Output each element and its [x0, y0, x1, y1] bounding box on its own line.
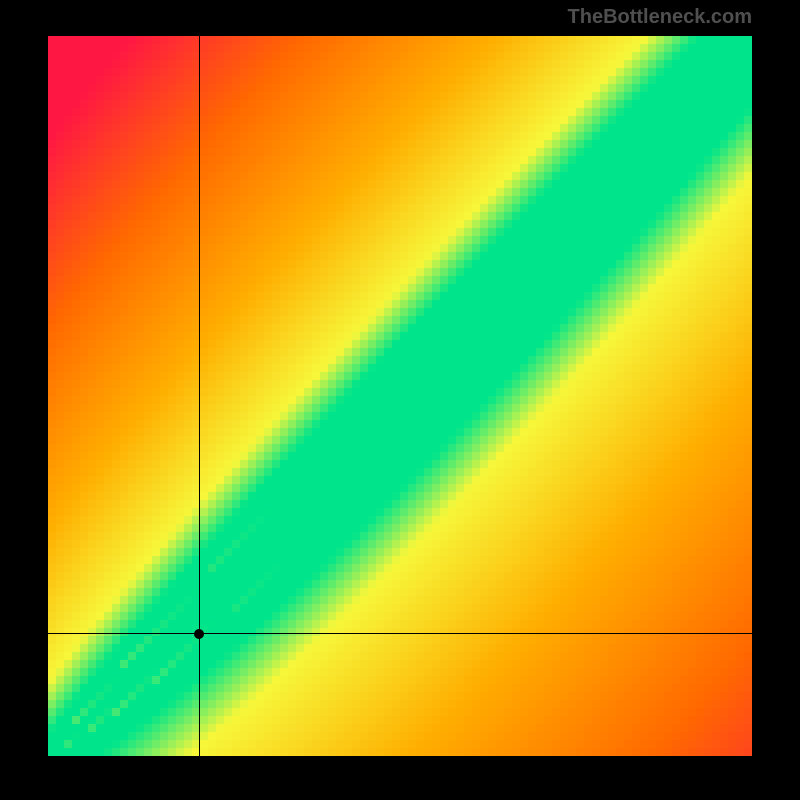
heatmap-canvas — [48, 36, 752, 756]
chart-container: TheBottleneck.com — [0, 0, 800, 800]
watermark-text: TheBottleneck.com — [568, 6, 752, 29]
crosshair-vertical-line — [199, 36, 200, 756]
crosshair-horizontal-line — [48, 633, 752, 634]
selected-point-marker — [194, 629, 204, 639]
heatmap-plot-area — [48, 36, 752, 756]
